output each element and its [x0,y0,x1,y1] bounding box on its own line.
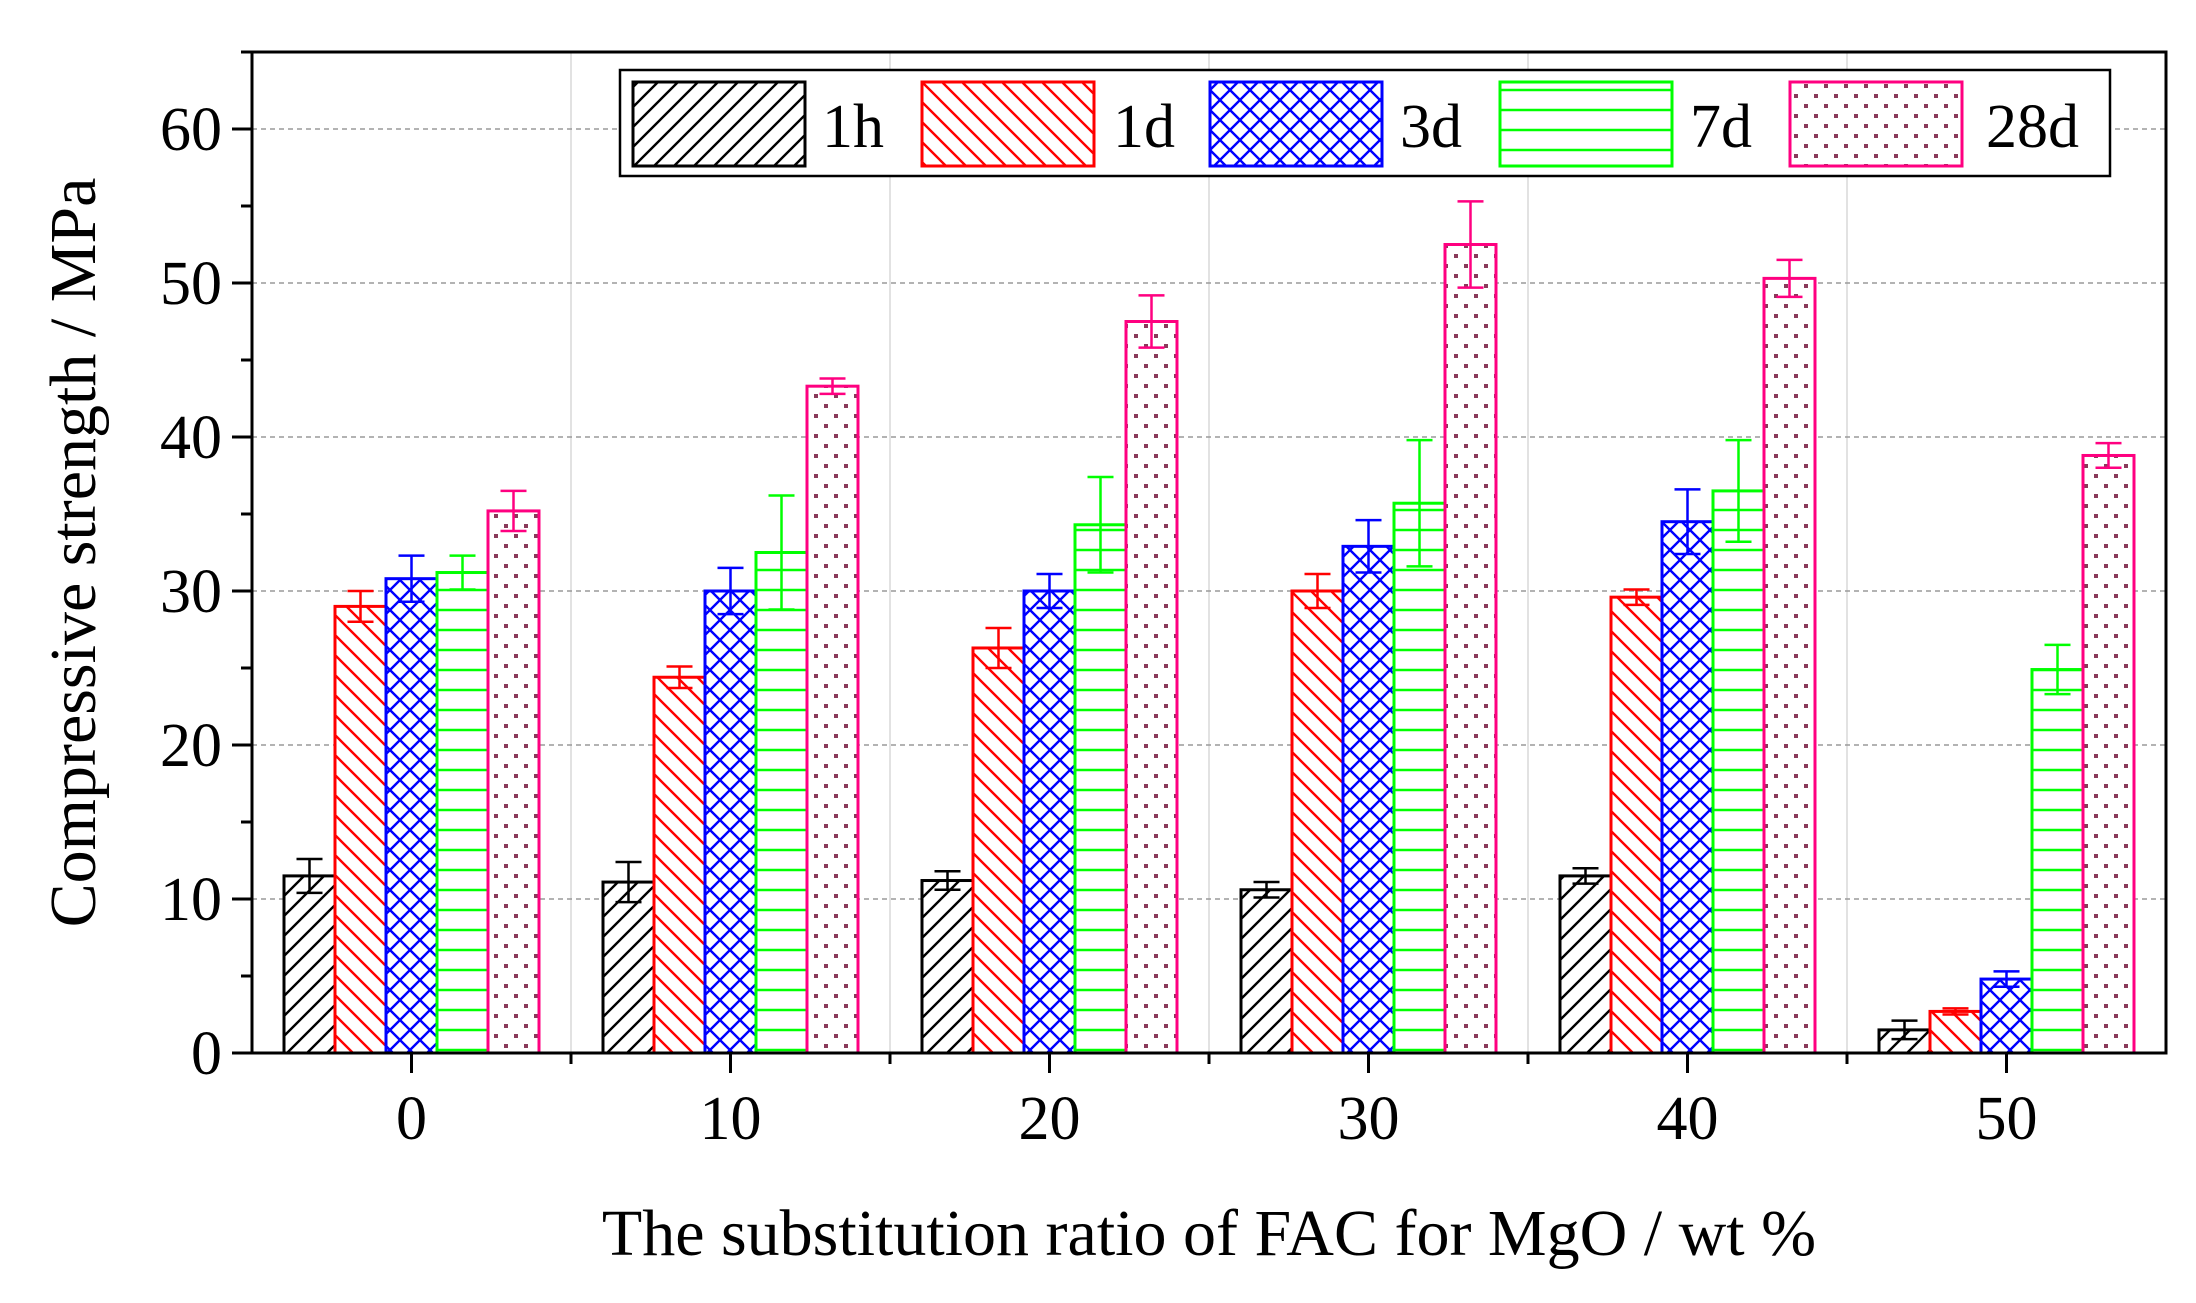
legend-swatch [1208,80,1384,168]
x-tick-label: 40 [1657,1085,1719,1153]
bar-1h-20 [920,879,975,1055]
bar-7d-0 [435,571,490,1055]
y-tick-label: 50 [160,250,222,318]
legend-swatch [920,80,1096,168]
bar-28d-50 [2081,453,2136,1055]
bar-28d-20 [1124,320,1179,1055]
error-bar-3d-40 [1674,488,1701,556]
x-tick-label: 0 [396,1085,427,1153]
error-bar-7d-50 [2044,643,2071,696]
legend-item-3d: 3d [1208,80,1462,168]
bar-1d-50 [1928,1009,1983,1055]
y-tick-label: 60 [160,96,222,164]
error-bar-1h-10 [615,860,642,904]
y-tick-label: 0 [191,1020,222,1088]
y-tick-label: 40 [160,404,222,472]
error-bar-1h-40 [1572,866,1599,885]
legend-item-7d: 7d [1498,80,1752,168]
error-bar-28d-0 [500,489,527,533]
bar-28d-10 [805,384,860,1055]
legend-item-1h: 1h [631,80,884,168]
error-bar-1d-30 [1304,572,1331,610]
error-bar-1d-0 [347,589,374,624]
error-bar-3d-10 [717,566,744,616]
x-tick-label: 10 [700,1085,762,1153]
bar-1h-10 [601,880,656,1055]
grid-layer [252,52,2166,1053]
x-axis-ticks: 0 10 20 30 40 50 [396,1053,2038,1153]
error-bar-28d-40 [1776,258,1803,299]
legend-swatch [1788,80,1964,168]
legend: 1h 1d 3d 7d 28d [618,68,2112,178]
bar-7d-40 [1711,489,1766,1055]
bar-3d-50 [1979,977,2034,1055]
legend-swatch [1498,80,1674,168]
bar-1d-40 [1609,595,1664,1055]
legend-label: 7d [1690,93,1752,161]
error-bar-1h-0 [296,857,323,895]
error-bar-7d-40 [1725,438,1752,543]
error-bar-1h-30 [1253,880,1280,899]
error-bar-7d-0 [449,554,476,591]
bar-3d-0 [384,577,439,1055]
x-tick-label: 20 [1019,1085,1081,1153]
bar-1h-30 [1239,888,1294,1055]
bar-1d-20 [971,646,1026,1055]
errorbars-layer [296,200,2122,1041]
bar-7d-20 [1073,523,1128,1055]
bar-1d-0 [333,604,388,1055]
error-bar-1d-50 [1942,1007,1969,1016]
bar-3d-40 [1660,520,1715,1055]
x-tick-label: 30 [1338,1085,1400,1153]
legend-label: 3d [1400,93,1462,161]
bar-28d-30 [1443,243,1498,1055]
legend-item-28d: 28d [1788,80,2079,168]
bar-1d-30 [1290,589,1345,1055]
x-axis-title: The substitution ratio of FAC for MgO / … [602,1197,1816,1270]
bar-7d-50 [2030,668,2085,1055]
y-axis-ticks: 0 10 20 30 40 50 60 [160,50,252,1088]
error-bar-3d-20 [1036,572,1063,610]
error-bar-3d-0 [398,554,425,604]
legend-item-1d: 1d [920,80,1175,168]
bar-1d-10 [652,675,707,1055]
error-bar-28d-30 [1457,200,1484,289]
error-bar-3d-30 [1355,518,1382,574]
bar-28d-40 [1762,276,1817,1055]
y-tick-label: 30 [160,558,222,626]
error-bar-28d-50 [2095,441,2122,470]
y-tick-label: 20 [160,712,222,780]
error-bar-1h-20 [934,870,961,892]
error-bar-7d-10 [768,494,795,611]
y-axis-title: Compressive strength / MPa [37,178,110,928]
error-bar-7d-20 [1087,475,1114,574]
error-bar-1h-50 [1891,1019,1918,1041]
legend-label: 28d [1986,93,2079,161]
x-tick-label: 50 [1976,1085,2038,1153]
bar-1h-40 [1558,874,1613,1055]
bar-3d-20 [1022,589,1077,1055]
bar-3d-30 [1341,544,1396,1055]
bar-7d-30 [1392,501,1447,1055]
legend-label: 1h [822,93,884,161]
legend-swatch [631,80,807,168]
bar-28d-0 [486,509,541,1055]
bar-3d-10 [703,589,758,1055]
bar-1h-0 [282,874,337,1055]
y-tick-label: 10 [160,866,222,934]
error-bar-28d-10 [819,377,846,396]
bar-7d-10 [754,551,809,1055]
error-bar-1d-10 [666,665,693,690]
error-bar-28d-20 [1138,294,1165,349]
error-bar-3d-50 [1993,970,2020,989]
error-bar-1d-40 [1623,588,1650,607]
error-bar-1d-20 [985,626,1012,670]
error-bar-7d-30 [1406,438,1433,568]
legend-label: 1d [1113,93,1175,161]
